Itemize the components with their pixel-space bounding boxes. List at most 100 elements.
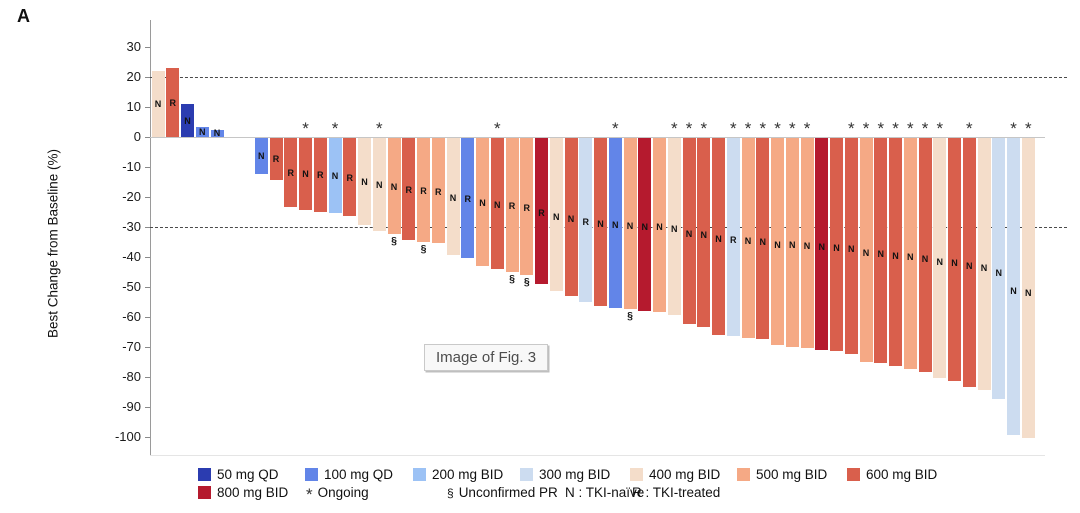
tki-status-letter: N [877, 249, 885, 259]
tki-status-letter: R [508, 201, 516, 212]
patient-bar [756, 138, 770, 339]
y-tick-mark [145, 167, 150, 168]
tki-status-letter: N [685, 228, 693, 239]
tki-status-letter: R [317, 170, 324, 181]
y-tick-mark [145, 287, 150, 288]
tki-status-letter: N [154, 99, 162, 109]
tki-status-letter: N [862, 248, 870, 259]
patient-bar [417, 138, 430, 242]
legend-item-100mg: 100 mg QD [305, 467, 393, 482]
tki-status-letter: N [744, 235, 752, 246]
y-tick-label: -60 [122, 309, 141, 324]
unconfirmed-pr-symbol: § [420, 242, 427, 255]
patient-bar [697, 138, 711, 327]
patient-bar [594, 138, 607, 306]
tki-status-letter: N [789, 240, 796, 251]
tki-status-letter: N [951, 258, 958, 269]
ongoing-asterisk: * [375, 119, 383, 138]
legend-item-600mg: 600 mg BID [847, 467, 937, 482]
patient-bar [490, 138, 504, 269]
tki-status-letter: N [494, 199, 501, 210]
tki-status-letter: N [449, 192, 457, 203]
patient-bar [166, 68, 180, 137]
tki-status-letter: N [966, 261, 973, 272]
tki-status-letter: N [995, 267, 1003, 278]
patient-bar [476, 138, 489, 266]
tki-status-letter: R [464, 194, 472, 205]
plot-bottom-border [150, 455, 1045, 456]
patient-bar [461, 138, 475, 258]
patient-bar [874, 138, 888, 363]
y-tick-label: -50 [122, 279, 141, 294]
y-tick-mark [145, 377, 150, 378]
tki-status-letter: N [331, 171, 339, 181]
patient-bar [564, 138, 578, 296]
legend-color-swatch [737, 468, 750, 481]
patient-bar [844, 138, 858, 354]
panel-label: A [17, 6, 30, 26]
y-tick-label: -90 [122, 399, 141, 414]
patient-bar [328, 138, 342, 213]
ongoing-asterisk: * [774, 119, 781, 138]
ongoing-asterisk: * [670, 119, 678, 138]
y-axis-line [150, 20, 151, 456]
legend-item-unconfirmed-pr: § Unconfirmed PR [447, 485, 558, 500]
patient-bar [785, 138, 799, 347]
patient-bar [210, 129, 224, 137]
patient-bar [195, 126, 209, 137]
ongoing-asterisk: * [965, 119, 973, 138]
patient-bar [830, 138, 843, 351]
patient-bar [859, 138, 873, 362]
patient-bar [387, 138, 401, 234]
tki-status-letter: N [213, 128, 221, 139]
unconfirmed-pr-symbol: § [627, 310, 633, 322]
patient-bar [1007, 138, 1020, 435]
y-tick-label: -100 [114, 429, 141, 444]
ongoing-asterisk: * [611, 119, 619, 138]
patient-bar [313, 138, 327, 212]
tki-status-letter: R [346, 172, 354, 183]
y-tick-mark [145, 47, 150, 48]
patient-bar [358, 138, 371, 225]
y-tick-label: -40 [122, 249, 141, 264]
tki-status-letter: N [376, 180, 383, 191]
ongoing-asterisk: * [759, 119, 767, 138]
patient-bar [608, 138, 622, 308]
patient-bar [520, 138, 534, 275]
tki-status-letter: N [715, 234, 722, 245]
patient-bar [741, 138, 755, 338]
legend-color-swatch [630, 468, 643, 481]
y-tick-mark [145, 257, 150, 258]
patient-bar [638, 138, 652, 311]
y-tick-mark [145, 437, 150, 438]
tki-status-letter: N [479, 198, 486, 209]
y-tick-label: 0 [133, 129, 141, 144]
legend-item-tki-naive: N : TKI-naïve [565, 485, 645, 500]
tki-status-letter: N [892, 250, 899, 261]
y-tick-mark [145, 227, 150, 228]
unconfirmed-pr-symbol: § [509, 272, 515, 285]
patient-bar [254, 138, 268, 174]
tki-status-letter: R [272, 153, 280, 164]
tki-status-letter: R [435, 186, 442, 197]
patient-bar [815, 138, 829, 350]
tki-status-letter: N [567, 213, 575, 224]
ongoing-asterisk: * [847, 119, 855, 138]
tki-status-letter: N [907, 252, 914, 263]
y-tick-mark [145, 317, 150, 318]
tki-status-letter: N [936, 256, 944, 267]
ongoing-asterisk: * [803, 119, 811, 138]
legend-item-200mg: 200 mg BID [413, 467, 503, 482]
y-tick-label: -20 [122, 189, 141, 204]
y-tick-label: 10 [126, 99, 141, 114]
y-tick-label: -80 [122, 369, 141, 384]
patient-bar [343, 138, 357, 216]
patient-bar [151, 71, 165, 137]
patient-bar [682, 138, 696, 324]
tki-status-letter: N [818, 241, 826, 252]
tki-status-letter: N [361, 177, 368, 188]
reference-line--30 [150, 227, 1067, 228]
patient-bar [284, 138, 298, 207]
